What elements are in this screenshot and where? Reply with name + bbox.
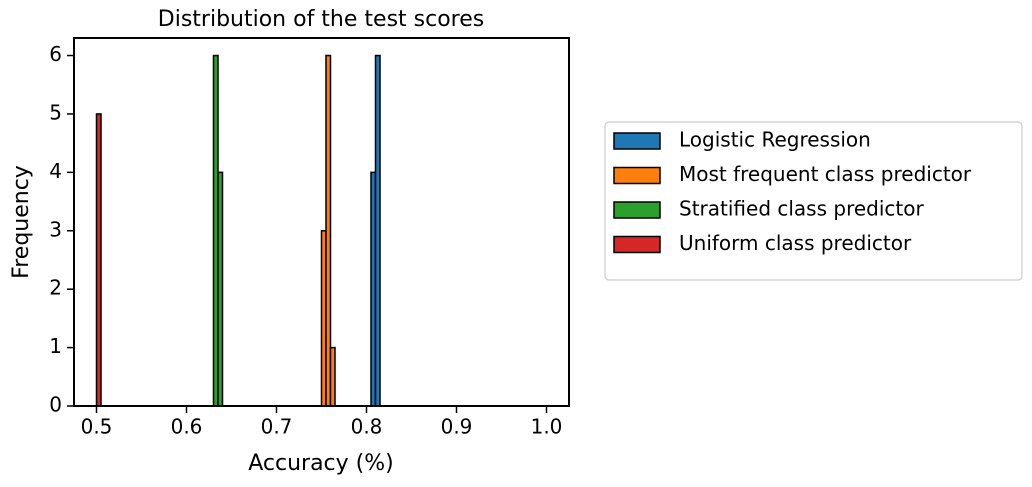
legend-swatch — [613, 201, 661, 219]
legend-box — [604, 121, 1023, 281]
bar — [95, 113, 102, 407]
x-tick-label: 0.8 — [351, 415, 383, 439]
y-tick-label: 6 — [49, 42, 62, 66]
y-tick-label: 2 — [49, 276, 62, 300]
x-tick-label: 0.6 — [171, 415, 203, 439]
legend-label: Most frequent class predictor — [679, 162, 972, 186]
bar — [329, 346, 336, 407]
x-tick-label: 1.0 — [531, 415, 563, 439]
y-tick-label: 5 — [49, 100, 62, 124]
legend-swatch — [613, 166, 661, 185]
y-tick-label: 1 — [49, 334, 62, 358]
x-tick-label: 0.5 — [81, 415, 113, 439]
legend-swatch — [613, 132, 661, 150]
y-tick-label: 4 — [49, 159, 62, 183]
x-tick-label: 0.7 — [261, 415, 293, 439]
legend-label: Logistic Regression — [679, 128, 871, 152]
x-tick-label: 0.9 — [441, 415, 473, 439]
legend-swatch — [613, 235, 661, 254]
y-tick-label: 0 — [49, 393, 62, 417]
legend-label: Stratified class predictor — [679, 197, 924, 221]
chart-title: Distribution of the test scores — [158, 7, 484, 32]
bar — [217, 171, 224, 407]
bar — [374, 54, 381, 407]
plot-frame — [73, 37, 570, 407]
legend-label: Uniform class predictor — [679, 231, 912, 255]
y-axis-label: Frequency — [9, 165, 34, 279]
x-axis-label: Accuracy (%) — [248, 451, 394, 476]
y-tick-label: 3 — [49, 217, 62, 241]
